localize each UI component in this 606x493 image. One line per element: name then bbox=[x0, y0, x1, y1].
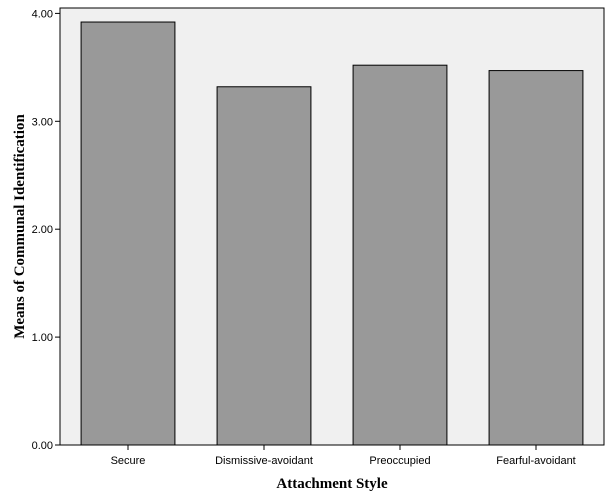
bar-preoccupied bbox=[352, 64, 448, 446]
bars-group bbox=[80, 21, 584, 446]
x-tick-label: Dismissive-avoidant bbox=[215, 455, 313, 467]
x-tick-label: Preoccupied bbox=[369, 455, 430, 467]
bar-dismissive-avoidant bbox=[216, 86, 312, 446]
x-ticks-group: Secure Dismissive-avoidant Preoccupied Fear… bbox=[111, 445, 576, 467]
y-tick-label: 4.00 bbox=[32, 8, 53, 20]
x-tick-label: Secure bbox=[111, 455, 146, 467]
y-tick-label: 2.00 bbox=[32, 224, 53, 236]
y-tick-label: 3.00 bbox=[32, 116, 53, 128]
y-tick-label: 1.00 bbox=[32, 332, 53, 344]
axes-group bbox=[59, 8, 604, 446]
bar-fearful-avoidant bbox=[488, 70, 584, 446]
x-axis-title: Attachment Style bbox=[276, 476, 388, 492]
x-tick-label: Fearful-avoidant bbox=[496, 455, 576, 467]
y-tick-label: 0.00 bbox=[32, 440, 53, 452]
y-axis-title: Means of Communal Identification bbox=[12, 114, 28, 339]
y-ticks-group: 0.00 1.00 2.00 3.00 4.00 bbox=[32, 8, 60, 452]
bar-secure bbox=[80, 21, 176, 446]
